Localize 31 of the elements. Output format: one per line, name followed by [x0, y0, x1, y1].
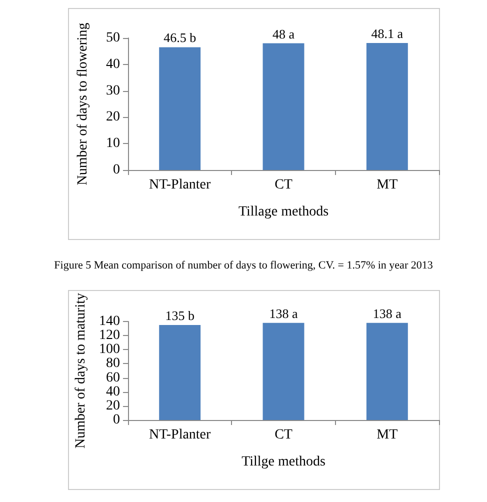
- y-tick-label: 20: [106, 398, 120, 414]
- y-axis-title: Number of days to flowering: [76, 22, 90, 186]
- y-tick-label: 120: [99, 328, 120, 344]
- x-axis-title: Tillage methods: [238, 204, 329, 220]
- x-tick-label: MT: [376, 428, 398, 442]
- y-tick-label: 0: [113, 412, 120, 428]
- y-tick-label: 20: [106, 110, 120, 125]
- x-tick-label: CT: [274, 428, 293, 442]
- data-label: 135 b: [165, 308, 194, 324]
- caption: Figure 5 Mean comparison of number of days to flowering, CV. = 1.57% in year 2013: [54, 260, 434, 272]
- y-tick-label: 60: [106, 370, 120, 386]
- y-tick-label: 10: [106, 136, 120, 152]
- data-label: 48.1 a: [371, 26, 404, 42]
- x-tick-label: NT-Planter: [148, 428, 212, 442]
- x-tick-label: NT-Planter: [148, 178, 212, 192]
- data-label: 138 a: [269, 306, 298, 321]
- y-tick-label: 40: [106, 384, 120, 400]
- y-tick-label: 30: [106, 83, 120, 98]
- y-tick-label: 50: [106, 30, 120, 46]
- y-tick-label: 100: [99, 342, 120, 358]
- x-tick-label: CT: [274, 178, 293, 192]
- y-tick-label: 80: [106, 356, 120, 372]
- data-label: 46.5 b: [164, 30, 196, 46]
- x-tick-label: MT: [376, 178, 398, 192]
- data-label: 48 a: [272, 26, 295, 42]
- x-axis-title: Tillge methods: [242, 454, 326, 470]
- data-label: 138 a: [372, 306, 402, 321]
- y-tick-label: 0: [113, 162, 120, 178]
- y-axis-title: Number of days to maturity: [74, 292, 89, 449]
- y-tick-label: 140: [99, 314, 120, 330]
- y-tick-label: 40: [106, 56, 120, 72]
